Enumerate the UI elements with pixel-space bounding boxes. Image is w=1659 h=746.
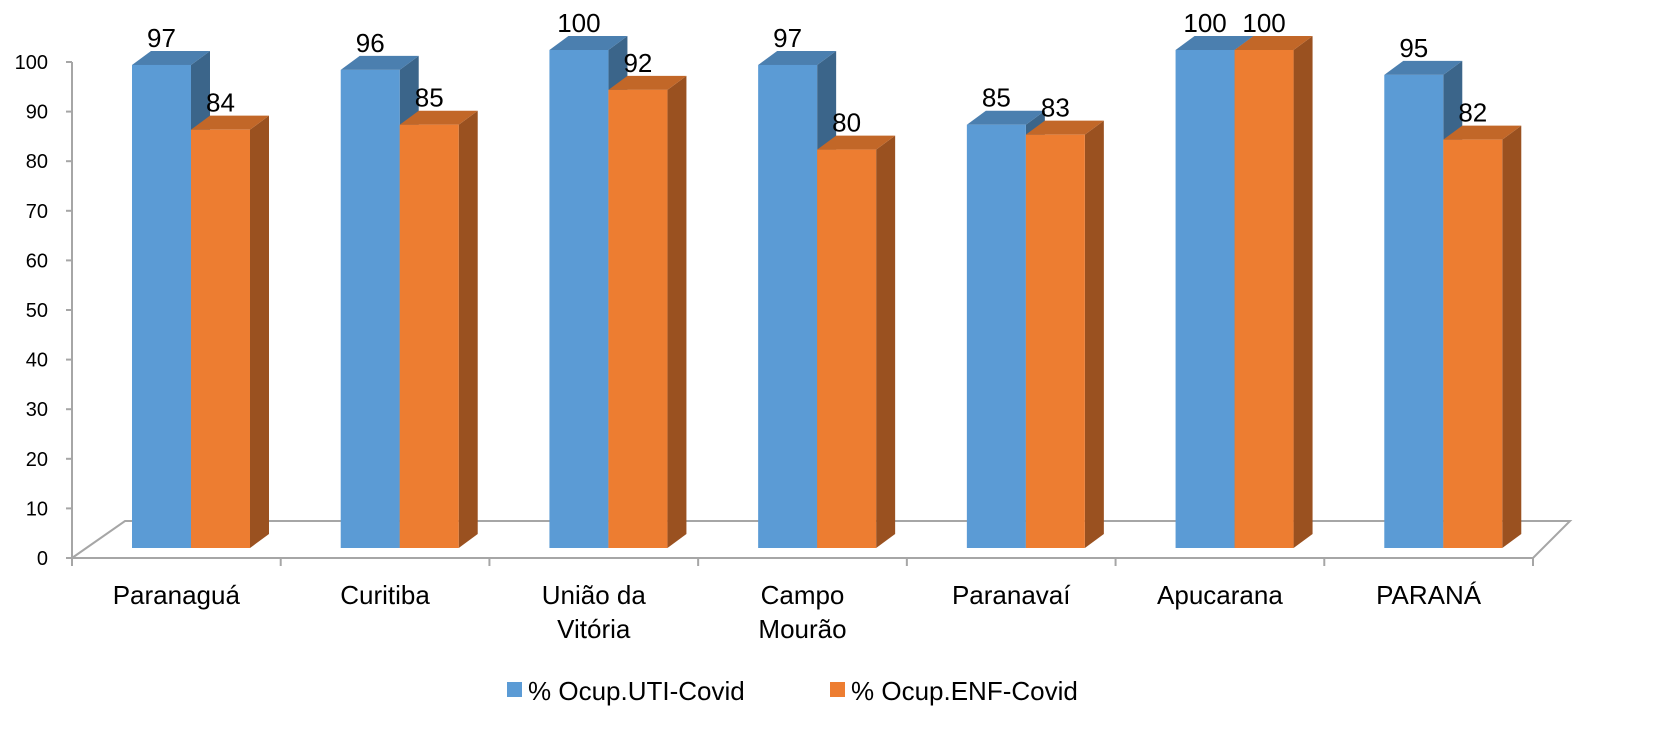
bar <box>549 50 609 548</box>
bar <box>966 124 1026 548</box>
y-tick-label: 90 <box>26 102 48 124</box>
y-tick-label: 30 <box>26 399 48 421</box>
bar-side <box>1084 120 1104 548</box>
bar <box>1175 50 1235 548</box>
bar-top <box>608 75 687 90</box>
bar-side <box>458 110 478 548</box>
bar-top <box>549 36 628 50</box>
data-label: 92 <box>623 48 652 78</box>
bar <box>1384 74 1444 549</box>
data-label: 80 <box>832 108 861 138</box>
bar <box>1025 134 1085 548</box>
data-label: 96 <box>356 28 385 58</box>
bar-side <box>250 115 269 549</box>
bar-top <box>966 110 1045 125</box>
bar <box>191 129 250 548</box>
y-tick-label: 80 <box>26 151 48 173</box>
legend-label: % Ocup.ENF-Covid <box>851 676 1078 706</box>
data-label: 100 <box>1242 8 1285 38</box>
x-tick-label: União da Vitória <box>541 580 646 644</box>
bar-side <box>1293 36 1313 548</box>
y-tick-label: 0 <box>37 548 48 570</box>
x-tick-label: Paranavaí <box>951 580 1071 610</box>
y-tick-label: 40 <box>26 350 48 372</box>
data-label: 100 <box>1183 8 1226 38</box>
bar <box>1234 50 1294 548</box>
bar <box>340 69 400 549</box>
x-tick-label: Apucarana <box>1157 580 1283 610</box>
data-label: 83 <box>1041 93 1070 123</box>
y-tick-label: 100 <box>15 52 48 74</box>
y-tick-label: 70 <box>26 201 48 223</box>
bar-top <box>1175 36 1254 50</box>
bar-top <box>1384 60 1463 75</box>
x-tick-label: Campo Mourão <box>758 580 847 644</box>
legend-swatch <box>507 682 522 697</box>
bar <box>1443 139 1503 548</box>
bar-side <box>1502 125 1522 548</box>
data-label: 82 <box>1458 98 1487 128</box>
bar <box>399 124 459 548</box>
bar-top <box>817 135 896 150</box>
data-label: 85 <box>982 83 1011 113</box>
bar-top <box>191 115 269 130</box>
bar-top <box>132 50 210 65</box>
bar-top <box>340 55 419 70</box>
bar-top <box>1025 120 1104 135</box>
y-tick-label: 10 <box>26 498 48 520</box>
x-tick-label: PARANÁ <box>1376 580 1482 610</box>
y-tick-label: 60 <box>26 250 48 272</box>
floor <box>68 520 1573 559</box>
data-label: 95 <box>1399 33 1428 63</box>
bar-top <box>758 50 837 65</box>
data-label: 84 <box>206 88 235 118</box>
y-tick-label: 50 <box>26 300 48 322</box>
bar <box>817 149 877 548</box>
data-label: 100 <box>557 8 600 38</box>
x-tick-label: Paranaguá <box>112 580 240 610</box>
bar <box>758 64 818 548</box>
bar-side <box>667 75 687 548</box>
bar <box>132 64 191 548</box>
legend-swatch <box>830 682 845 697</box>
data-label: 97 <box>147 23 176 53</box>
x-tick-label: Curitiba <box>340 580 430 610</box>
data-label: 85 <box>415 83 444 113</box>
bar-top <box>1234 36 1313 50</box>
bar-top <box>399 110 478 125</box>
bar-side <box>876 135 896 548</box>
bar-top <box>1443 125 1522 140</box>
data-label: 97 <box>773 23 802 53</box>
legend-label: % Ocup.UTI-Covid <box>528 676 745 706</box>
y-tick-label: 20 <box>26 449 48 471</box>
bar <box>608 89 668 548</box>
